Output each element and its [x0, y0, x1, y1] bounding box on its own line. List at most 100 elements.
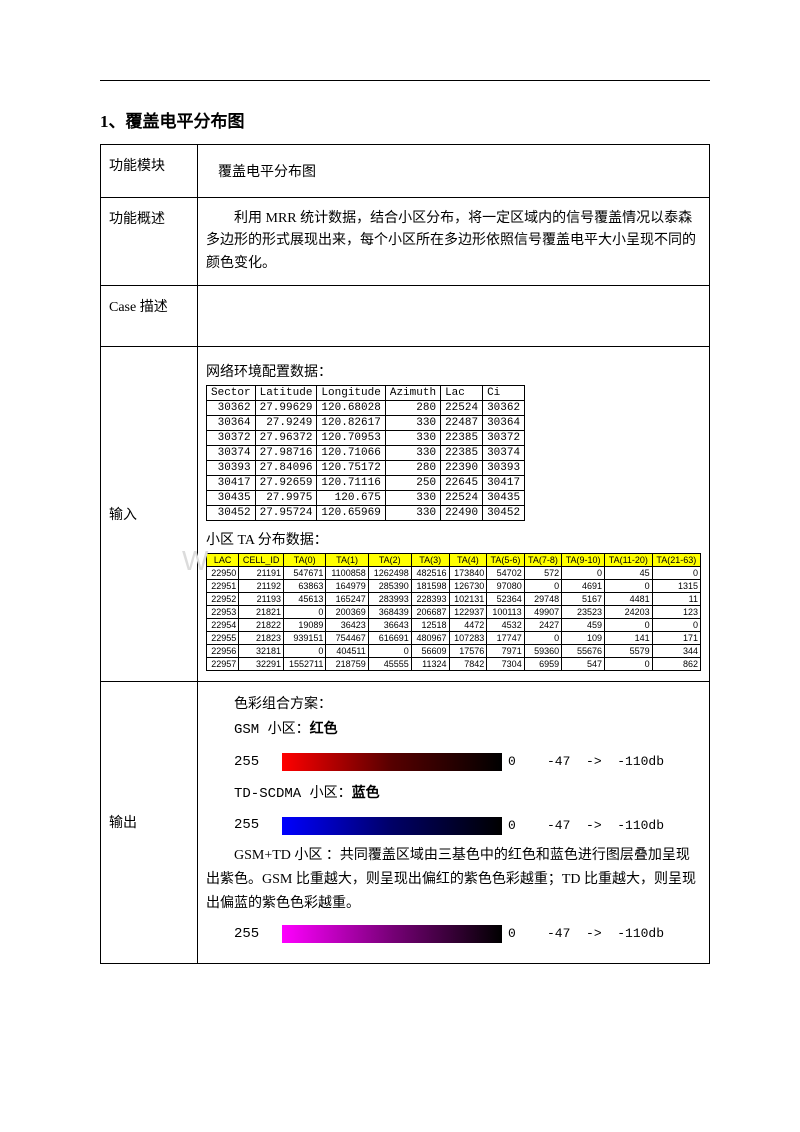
- gsm-prefix: GSM 小区：: [234, 722, 310, 738]
- td-scale-right: 0 -47 -> -110db: [508, 814, 664, 837]
- ta-cell: 285390: [368, 580, 411, 593]
- ta-cell: 5167: [562, 593, 605, 606]
- desc-label: 功能概述: [101, 198, 198, 286]
- ta-cell: 459: [562, 619, 605, 632]
- combo-gradient-row: 255 0 -47 -> -110db: [206, 922, 701, 947]
- table-row: 3037427.98716120.710663302238530374: [207, 446, 525, 461]
- ta-cell: 181598: [411, 580, 449, 593]
- net-col-header: Longitude: [317, 386, 385, 401]
- ta-cell: 1100858: [326, 567, 368, 580]
- ta-cell: 228393: [411, 593, 449, 606]
- row-module: 功能模块 覆盖电平分布图: [101, 145, 710, 198]
- ta-cell: 45: [605, 567, 653, 580]
- ta-cell: 0: [284, 606, 326, 619]
- ta-cell: 344: [652, 645, 700, 658]
- ta-col-header: TA(3): [411, 554, 449, 567]
- gsm-scale-right: 0 -47 -> -110db: [508, 750, 664, 773]
- ta-cell: 24203: [605, 606, 653, 619]
- ta-cell: 55676: [562, 645, 605, 658]
- td-prefix: TD-SCDMA 小区：: [234, 786, 352, 802]
- ta-cell: 572: [524, 567, 561, 580]
- net-cell: 330: [385, 416, 440, 431]
- ta-cell: 52364: [487, 593, 524, 606]
- net-cell: 30393: [483, 461, 525, 476]
- table-row: 3045227.95724120.659693302249030452: [207, 506, 525, 521]
- net-cell: 280: [385, 401, 440, 416]
- ta-cell: 4481: [605, 593, 653, 606]
- main-table: 功能模块 覆盖电平分布图 功能概述 利用 MRR 统计数据，结合小区分布，将一定…: [100, 144, 710, 964]
- ta-col-header: TA(1): [326, 554, 368, 567]
- gsm-color: 红色: [310, 722, 338, 737]
- ta-cell: 171: [652, 632, 700, 645]
- table-row: 3036427.9249120.826173302248730364: [207, 416, 525, 431]
- net-cell: 280: [385, 461, 440, 476]
- output-label: 输出: [101, 682, 198, 964]
- ta-cell: 11: [652, 593, 700, 606]
- ta-cell: 616691: [368, 632, 411, 645]
- net-cell: 330: [385, 506, 440, 521]
- ta-cell: 0: [284, 645, 326, 658]
- table-row: 3043527.9975120.6753302252430435: [207, 491, 525, 506]
- ta-cell: 206687: [411, 606, 449, 619]
- ta-cell: 109: [562, 632, 605, 645]
- ta-cell: 200369: [326, 606, 368, 619]
- ta-cell: 36423: [326, 619, 368, 632]
- net-cell: 30372: [207, 431, 256, 446]
- net-col-header: Latitude: [255, 386, 317, 401]
- ta-cell: 17576: [449, 645, 487, 658]
- ta-cell: 4472: [449, 619, 487, 632]
- row-output: 输出 色彩组合方案： GSM 小区：红色 255 0 -47 -> -110db: [101, 682, 710, 964]
- input-value-cell: 网络环境配置数据： SectorLatitudeLongitudeAzimuth…: [198, 347, 710, 682]
- net-cell: 30374: [483, 446, 525, 461]
- gsm-scale-left: 255: [234, 750, 282, 775]
- net-cell: 30362: [207, 401, 256, 416]
- table-row: 2295421822190893642336643125184472453224…: [207, 619, 701, 632]
- table-row: 3041727.92659120.711162502264530417: [207, 476, 525, 491]
- ta-cell: 164979: [326, 580, 368, 593]
- ta-cell: 862: [652, 658, 700, 671]
- ta-cell: 21823: [239, 632, 284, 645]
- network-config-table: SectorLatitudeLongitudeAzimuthLacCi30362…: [206, 385, 525, 521]
- table-row: 2295121192638631649792853901815981267309…: [207, 580, 701, 593]
- td-color: 蓝色: [352, 786, 380, 801]
- ta-cell: 141: [605, 632, 653, 645]
- net-cell: 120.71066: [317, 446, 385, 461]
- net-cell: 27.84096: [255, 461, 317, 476]
- ta-col-header: TA(5-6): [487, 554, 524, 567]
- ta-cell: 547: [562, 658, 605, 671]
- net-cell: 22390: [441, 461, 483, 476]
- ta-cell: 21822: [239, 619, 284, 632]
- net-cell: 330: [385, 491, 440, 506]
- net-cell: 30374: [207, 446, 256, 461]
- ta-cell: 36643: [368, 619, 411, 632]
- ta-cell: 22951: [207, 580, 239, 593]
- ta-cell: 22955: [207, 632, 239, 645]
- row-desc: 功能概述 利用 MRR 统计数据，结合小区分布，将一定区域内的信号覆盖情况以泰森…: [101, 198, 710, 286]
- top-rule: [100, 80, 710, 81]
- net-col-header: Lac: [441, 386, 483, 401]
- ta-cell: 2427: [524, 619, 561, 632]
- net-cell: 22524: [441, 401, 483, 416]
- net-cell: 27.95724: [255, 506, 317, 521]
- ta-col-header: TA(2): [368, 554, 411, 567]
- net-cell: 30364: [207, 416, 256, 431]
- ta-cell: 45555: [368, 658, 411, 671]
- ta-cell: 165247: [326, 593, 368, 606]
- net-cell: 30452: [483, 506, 525, 521]
- td-gradient-row: 255 0 -47 -> -110db: [206, 813, 701, 838]
- net-cell: 30372: [483, 431, 525, 446]
- table-row: 2295632181040451105660917576797159360556…: [207, 645, 701, 658]
- ta-cell: 97080: [487, 580, 524, 593]
- ta-cell: 54702: [487, 567, 524, 580]
- ta-col-header: TA(7-8): [524, 554, 561, 567]
- ta-cell: 23523: [562, 606, 605, 619]
- net-col-header: Ci: [483, 386, 525, 401]
- net-cell: 120.68028: [317, 401, 385, 416]
- ta-cell: 22950: [207, 567, 239, 580]
- net-cell: 22524: [441, 491, 483, 506]
- table-row: 2295732291155271121875945555113247842730…: [207, 658, 701, 671]
- module-value-cell: 覆盖电平分布图: [198, 145, 710, 198]
- ta-cell: 4691: [562, 580, 605, 593]
- ta-cell: 0: [605, 580, 653, 593]
- ta-cell: 6959: [524, 658, 561, 671]
